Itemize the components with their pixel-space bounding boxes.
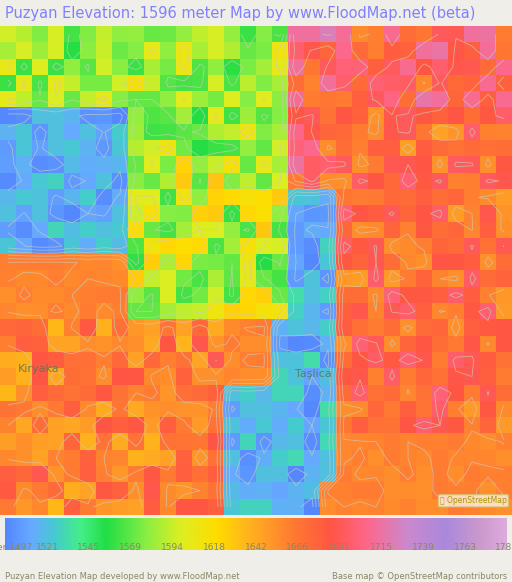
Text: Kiryaka: Kiryaka	[18, 364, 60, 374]
Text: Puzyan Elevation: 1596 meter Map by www.FloodMap.net (beta): Puzyan Elevation: 1596 meter Map by www.…	[5, 6, 476, 20]
Text: 1618: 1618	[203, 543, 226, 552]
Text: 1642: 1642	[245, 543, 267, 552]
Text: Puzyan Elevation Map developed by www.FloodMap.net: Puzyan Elevation Map developed by www.Fl…	[5, 572, 240, 581]
Text: 1788: 1788	[496, 543, 512, 552]
Text: 1763: 1763	[454, 543, 477, 552]
Text: 1569: 1569	[119, 543, 142, 552]
Text: 1739: 1739	[412, 543, 435, 552]
Text: 🔍 OpenStreetMap: 🔍 OpenStreetMap	[440, 496, 507, 505]
Text: 1715: 1715	[370, 543, 393, 552]
Text: 1521: 1521	[35, 543, 58, 552]
Text: 1691: 1691	[328, 543, 351, 552]
Text: Base map © OpenStreetMap contributors: Base map © OpenStreetMap contributors	[332, 572, 507, 581]
Text: 1594: 1594	[161, 543, 184, 552]
Text: 1666: 1666	[286, 543, 309, 552]
Text: meter 1497: meter 1497	[0, 543, 32, 552]
Text: Taşlica: Taşlica	[295, 369, 331, 379]
Text: 1545: 1545	[77, 543, 100, 552]
